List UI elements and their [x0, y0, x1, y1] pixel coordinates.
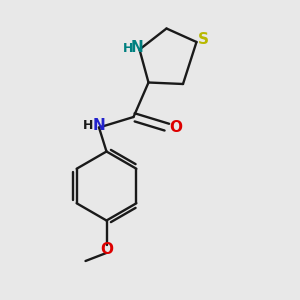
Text: N: N: [93, 118, 105, 133]
Text: S: S: [198, 32, 208, 47]
Text: N: N: [131, 40, 143, 56]
Text: H: H: [123, 41, 133, 55]
Text: O: O: [169, 120, 182, 135]
Text: O: O: [100, 242, 113, 257]
Text: H: H: [83, 118, 94, 132]
